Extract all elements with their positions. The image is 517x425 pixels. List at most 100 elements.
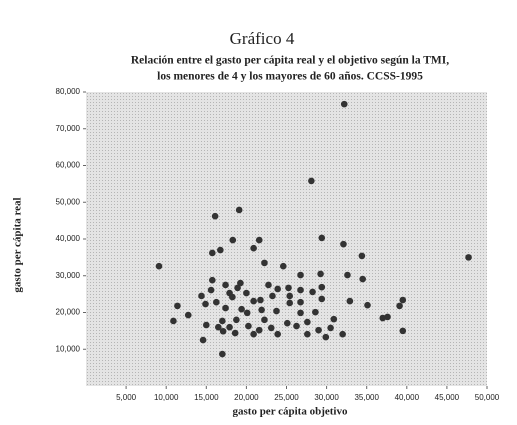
point [261, 259, 268, 267]
point [322, 333, 330, 341]
plot-area [86, 92, 487, 386]
point [339, 330, 346, 338]
point [250, 330, 257, 338]
y-axis-label: gasto per cápita real [12, 197, 24, 292]
point [219, 327, 227, 335]
y-tick-label: 40,000 [56, 234, 81, 243]
point [327, 324, 334, 332]
point [269, 292, 276, 300]
point [273, 307, 280, 315]
chart-title: Gráfico 4 [230, 29, 295, 48]
point [340, 100, 348, 108]
point [297, 286, 304, 294]
point [222, 304, 229, 312]
point [308, 177, 315, 185]
point [250, 297, 257, 305]
x-tick-label: 5,000 [116, 393, 137, 402]
x-tick-label: 40,000 [395, 393, 420, 402]
x-tick-label: 50,000 [475, 393, 500, 402]
point [155, 262, 163, 270]
point [297, 298, 304, 306]
point [359, 275, 366, 283]
point [243, 289, 250, 297]
point [396, 302, 403, 310]
point [399, 296, 407, 304]
point [217, 246, 224, 254]
point [207, 286, 215, 294]
point [267, 324, 275, 332]
point [340, 240, 347, 248]
point [237, 279, 244, 287]
point [226, 323, 233, 331]
point [379, 314, 387, 322]
x-axis-label: gasto per cápita objetivo [233, 406, 348, 418]
x-tick-label: 45,000 [435, 393, 460, 402]
subtitle: Relación entre el gasto per cápita real … [131, 55, 449, 67]
point [209, 249, 216, 257]
point [286, 299, 294, 307]
point [312, 308, 319, 316]
point [304, 318, 311, 326]
point [174, 302, 181, 310]
point [318, 234, 326, 242]
y-tick-label: 20,000 [56, 308, 81, 317]
x-tick-label: 20,000 [234, 393, 259, 402]
point [229, 293, 236, 301]
point [261, 316, 268, 324]
x-tick-label: 25,000 [274, 393, 299, 402]
x-tick-label: 10,000 [154, 393, 179, 402]
point [465, 254, 472, 261]
point [231, 329, 239, 337]
point [318, 295, 326, 303]
x-tick-label: 15,000 [194, 393, 219, 402]
point [250, 244, 257, 252]
point [297, 309, 304, 317]
point [297, 271, 304, 279]
point [213, 298, 220, 306]
point [346, 297, 354, 305]
point [309, 288, 316, 296]
point [284, 319, 291, 327]
point [233, 316, 240, 324]
point [279, 262, 287, 270]
point [234, 284, 241, 292]
point [245, 322, 252, 330]
point [219, 350, 226, 358]
point [238, 305, 245, 313]
point [358, 252, 366, 260]
point [229, 236, 237, 244]
subtitle: los menores de 4 y los mayores de 60 año… [157, 71, 423, 83]
point [265, 281, 272, 289]
point [209, 276, 216, 284]
point [286, 292, 294, 300]
point [257, 296, 264, 304]
point [198, 292, 205, 300]
y-tick-label: 80,000 [56, 87, 81, 96]
point [203, 321, 210, 329]
y-tick-label: 10,000 [56, 344, 81, 353]
point [211, 212, 219, 220]
x-tick-label: 30,000 [314, 393, 339, 402]
point [318, 283, 326, 291]
point [315, 326, 322, 334]
point [274, 330, 281, 338]
point [399, 327, 407, 335]
point [199, 336, 207, 344]
point [219, 317, 226, 325]
point [285, 284, 292, 292]
point [184, 311, 192, 319]
point [330, 315, 338, 323]
point [364, 301, 371, 309]
point [202, 300, 209, 308]
x-tick-label: 35,000 [354, 393, 379, 402]
point [215, 323, 222, 331]
point [255, 236, 263, 244]
point [304, 330, 311, 338]
point [274, 285, 281, 293]
point [222, 281, 229, 289]
point [255, 326, 263, 334]
point [293, 322, 300, 330]
y-tick-label: 70,000 [56, 124, 81, 133]
point [317, 270, 324, 278]
